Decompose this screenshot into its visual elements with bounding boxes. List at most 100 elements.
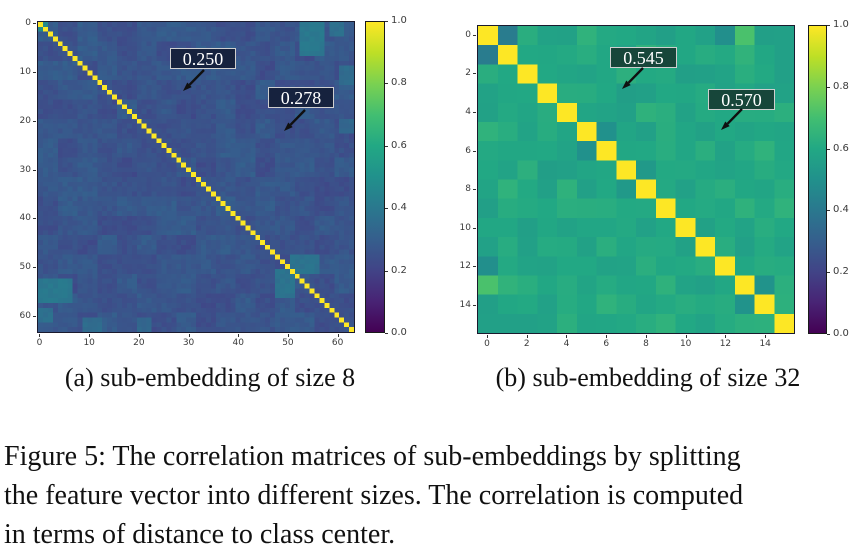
figure-caption-line-2: the feature vector into different sizes.… (4, 480, 744, 511)
colorbar-tick-mark (827, 272, 830, 274)
x-tick-label: 30 (182, 338, 195, 348)
colorbar-tick-label: 0.6 (391, 139, 407, 151)
heatmap-a-canvas (38, 22, 354, 332)
x-tick-label: 14 (759, 339, 771, 349)
colorbar-tick-label: 0.6 (833, 142, 849, 154)
annotation-arrow-b2 (721, 108, 743, 130)
y-tick-mark (33, 267, 36, 269)
colorbar-tick-mark (385, 270, 388, 272)
x-tick-mark (765, 335, 767, 338)
x-tick-mark (725, 335, 727, 338)
x-tick-label: 4 (563, 339, 570, 349)
y-tick-label: 8 (465, 184, 471, 195)
x-tick-mark (337, 334, 339, 337)
annotation-arrow-a2 (284, 109, 306, 131)
x-tick-mark (685, 335, 687, 338)
x-tick-mark (566, 335, 568, 338)
y-tick-mark (33, 23, 36, 25)
annotation-box-a1: 0.250 (170, 48, 236, 69)
x-tick-label: 12 (719, 339, 732, 349)
x-tick-mark (89, 334, 91, 337)
colorbar-tick-mark (385, 208, 388, 210)
colorbar-tick-label: 0.4 (391, 202, 407, 214)
y-tick-mark (473, 34, 476, 36)
y-tick-label: 2 (465, 68, 471, 79)
y-tick-mark (473, 189, 476, 191)
colorbar-tick-label: 1.0 (391, 15, 407, 26)
x-tick-mark (486, 335, 488, 338)
annotation-box-a2: 0.278 (268, 87, 334, 108)
y-tick-mark (33, 169, 36, 171)
x-tick-label: 10 (83, 338, 95, 348)
colorbar-tick-mark (827, 25, 830, 26)
x-tick-label: 10 (679, 339, 692, 349)
colorbar-tick-label: 0.0 (833, 328, 849, 339)
y-tick-label: 30 (19, 164, 31, 175)
annotation-box-b2: 0.570 (708, 89, 775, 110)
y-tick-mark (473, 111, 476, 113)
x-tick-mark (39, 334, 41, 337)
colorbar-tick-mark (827, 334, 830, 335)
x-tick-label: 0 (484, 339, 490, 349)
y-tick-label: 0 (465, 29, 471, 40)
annotation-box-b1: 0.545 (610, 47, 677, 68)
y-tick-mark (33, 72, 36, 74)
y-tick-label: 4 (465, 106, 471, 117)
annotation-arrow-b1 (622, 67, 644, 89)
colorbar-tick-mark (827, 148, 830, 150)
colorbar-tick-mark (827, 210, 830, 212)
figure-caption-line-3: in terms of distance to class center. (4, 519, 396, 550)
x-tick-label: 60 (331, 338, 344, 348)
y-tick-label: 6 (465, 145, 471, 156)
x-tick-label: 2 (523, 339, 530, 349)
y-tick-label: 0 (25, 18, 31, 29)
y-tick-mark (473, 73, 476, 75)
x-tick-label: 8 (643, 339, 649, 349)
y-tick-mark (33, 218, 36, 220)
figure-caption: Figure 5: The correlation matrices of su… (4, 437, 862, 554)
y-tick-label: 14 (459, 300, 471, 311)
x-tick-mark (188, 334, 190, 337)
heatmap-a (37, 21, 355, 333)
y-tick-label: 60 (19, 310, 31, 321)
y-tick-mark (473, 305, 476, 307)
x-tick-label: 20 (133, 338, 145, 348)
colorbar-tick-mark (385, 145, 388, 147)
colorbar-tick-mark (385, 333, 388, 334)
colorbar-tick-label: 0.4 (833, 204, 849, 216)
heatmap-b-canvas (478, 26, 794, 333)
y-tick-label: 20 (19, 115, 31, 126)
subcaption-b: (b) sub-embedding of size 32 (495, 363, 801, 392)
colorbar-tick-mark (827, 86, 830, 88)
colorbar-tick-mark (385, 21, 388, 22)
heatmap-b (477, 25, 795, 334)
y-tick-label: 10 (459, 222, 471, 233)
x-tick-label: 6 (603, 339, 610, 349)
colorbar-tick-label: 0.0 (391, 327, 407, 338)
x-tick-mark (287, 334, 289, 337)
colorbar-b (808, 25, 827, 334)
colorbar-tick-label: 0.2 (391, 264, 407, 276)
y-tick-label: 12 (459, 261, 471, 272)
colorbar-tick-label: 1.0 (833, 19, 849, 30)
y-tick-label: 40 (19, 213, 31, 224)
colorbar-tick-label: 0.2 (833, 266, 849, 278)
y-tick-label: 10 (19, 67, 31, 78)
x-tick-label: 40 (232, 338, 244, 348)
x-tick-label: 50 (282, 338, 294, 348)
y-tick-mark (473, 227, 476, 229)
colorbar-a (365, 21, 385, 333)
annotation-arrow-a1 (183, 69, 205, 91)
y-tick-mark (33, 315, 36, 317)
colorbar-tick-label: 0.8 (833, 80, 849, 92)
x-tick-label: 0 (36, 338, 43, 348)
y-tick-mark (33, 120, 36, 122)
x-tick-mark (526, 335, 528, 338)
colorbar-tick-mark (385, 83, 388, 85)
colorbar-tick-label: 0.8 (391, 77, 407, 89)
x-tick-mark (645, 335, 647, 338)
x-tick-mark (606, 335, 608, 338)
figure-caption-line-1: Figure 5: The correlation matrices of su… (4, 441, 741, 472)
x-tick-mark (238, 334, 240, 337)
y-tick-mark (473, 150, 476, 152)
